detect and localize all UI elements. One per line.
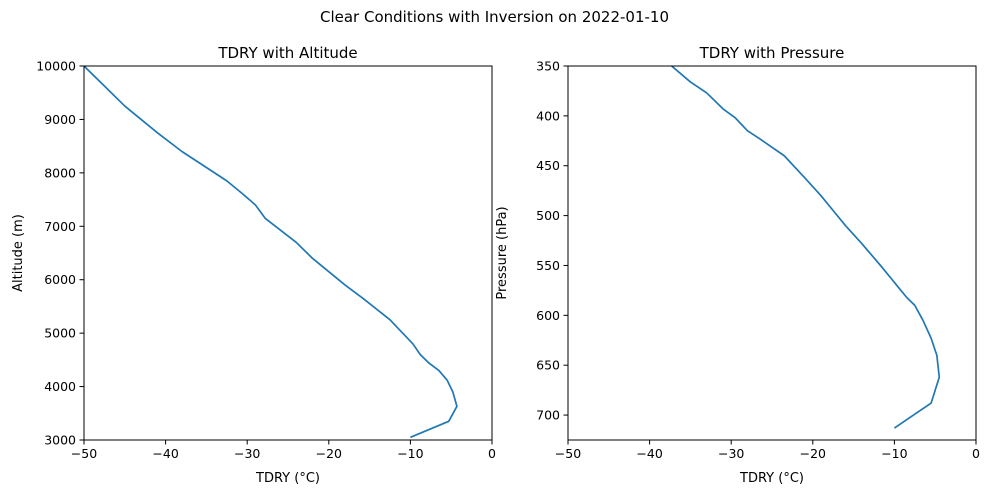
- plot-frame: [567, 65, 977, 441]
- x-tick-label: 0: [972, 446, 980, 461]
- y-tick-label: 4000: [44, 379, 76, 394]
- x-tick-label: −50: [71, 446, 97, 461]
- y-tick-label: 400: [536, 108, 560, 123]
- x-tick-label: 0: [488, 446, 496, 461]
- x-tick-label: −30: [718, 446, 744, 461]
- y-tick-label: 550: [536, 258, 560, 273]
- x-tick-label: −10: [397, 446, 423, 461]
- y-tick-label: 450: [536, 158, 560, 173]
- x-tick-label: −30: [234, 446, 260, 461]
- y-tick-label: 350: [536, 59, 560, 74]
- x-tick-label: −20: [800, 446, 826, 461]
- y-axis-label: Pressure (hPa): [495, 206, 510, 299]
- x-tick-label: −10: [881, 446, 907, 461]
- x-axis-label: TDRY (°C): [255, 471, 320, 486]
- chart-title: TDRY with Pressure: [699, 44, 845, 62]
- x-tick-label: −40: [152, 446, 178, 461]
- x-tick-label: −40: [636, 446, 662, 461]
- y-tick-label: 6000: [44, 272, 76, 287]
- y-tick-label: 8000: [44, 165, 76, 180]
- series-line: [671, 66, 941, 429]
- chart-title: TDRY with Altitude: [217, 44, 357, 62]
- y-tick-label: 9000: [44, 112, 76, 127]
- series-line: [84, 66, 458, 439]
- y-tick-label: 500: [536, 208, 560, 223]
- y-tick-label: 7000: [44, 219, 76, 234]
- y-tick-label: 600: [536, 308, 560, 323]
- chart-panel-1: TDRY with Altitude −50 −40 −30 −20 −10 0 3000 40…: [11, 44, 496, 486]
- figure-suptitle: Clear Conditions with Inversion on 2022-…: [320, 8, 669, 26]
- chart-panel-2: TDRY with Pressure −50 −40 −30 −20 −10 0 350 400…: [495, 44, 980, 486]
- y-tick-label: 3000: [44, 433, 76, 448]
- x-tick-label: −50: [555, 446, 581, 461]
- x-tick-label: −20: [316, 446, 342, 461]
- y-tick-label: 5000: [44, 326, 76, 341]
- plot-frame: [83, 65, 493, 441]
- y-tick-label: 700: [536, 408, 560, 423]
- y-tick-label: 650: [536, 358, 560, 373]
- x-axis-label: TDRY (°C): [739, 471, 804, 486]
- y-tick-label: 10000: [36, 59, 76, 74]
- y-axis-label: Altitude (m): [11, 214, 26, 292]
